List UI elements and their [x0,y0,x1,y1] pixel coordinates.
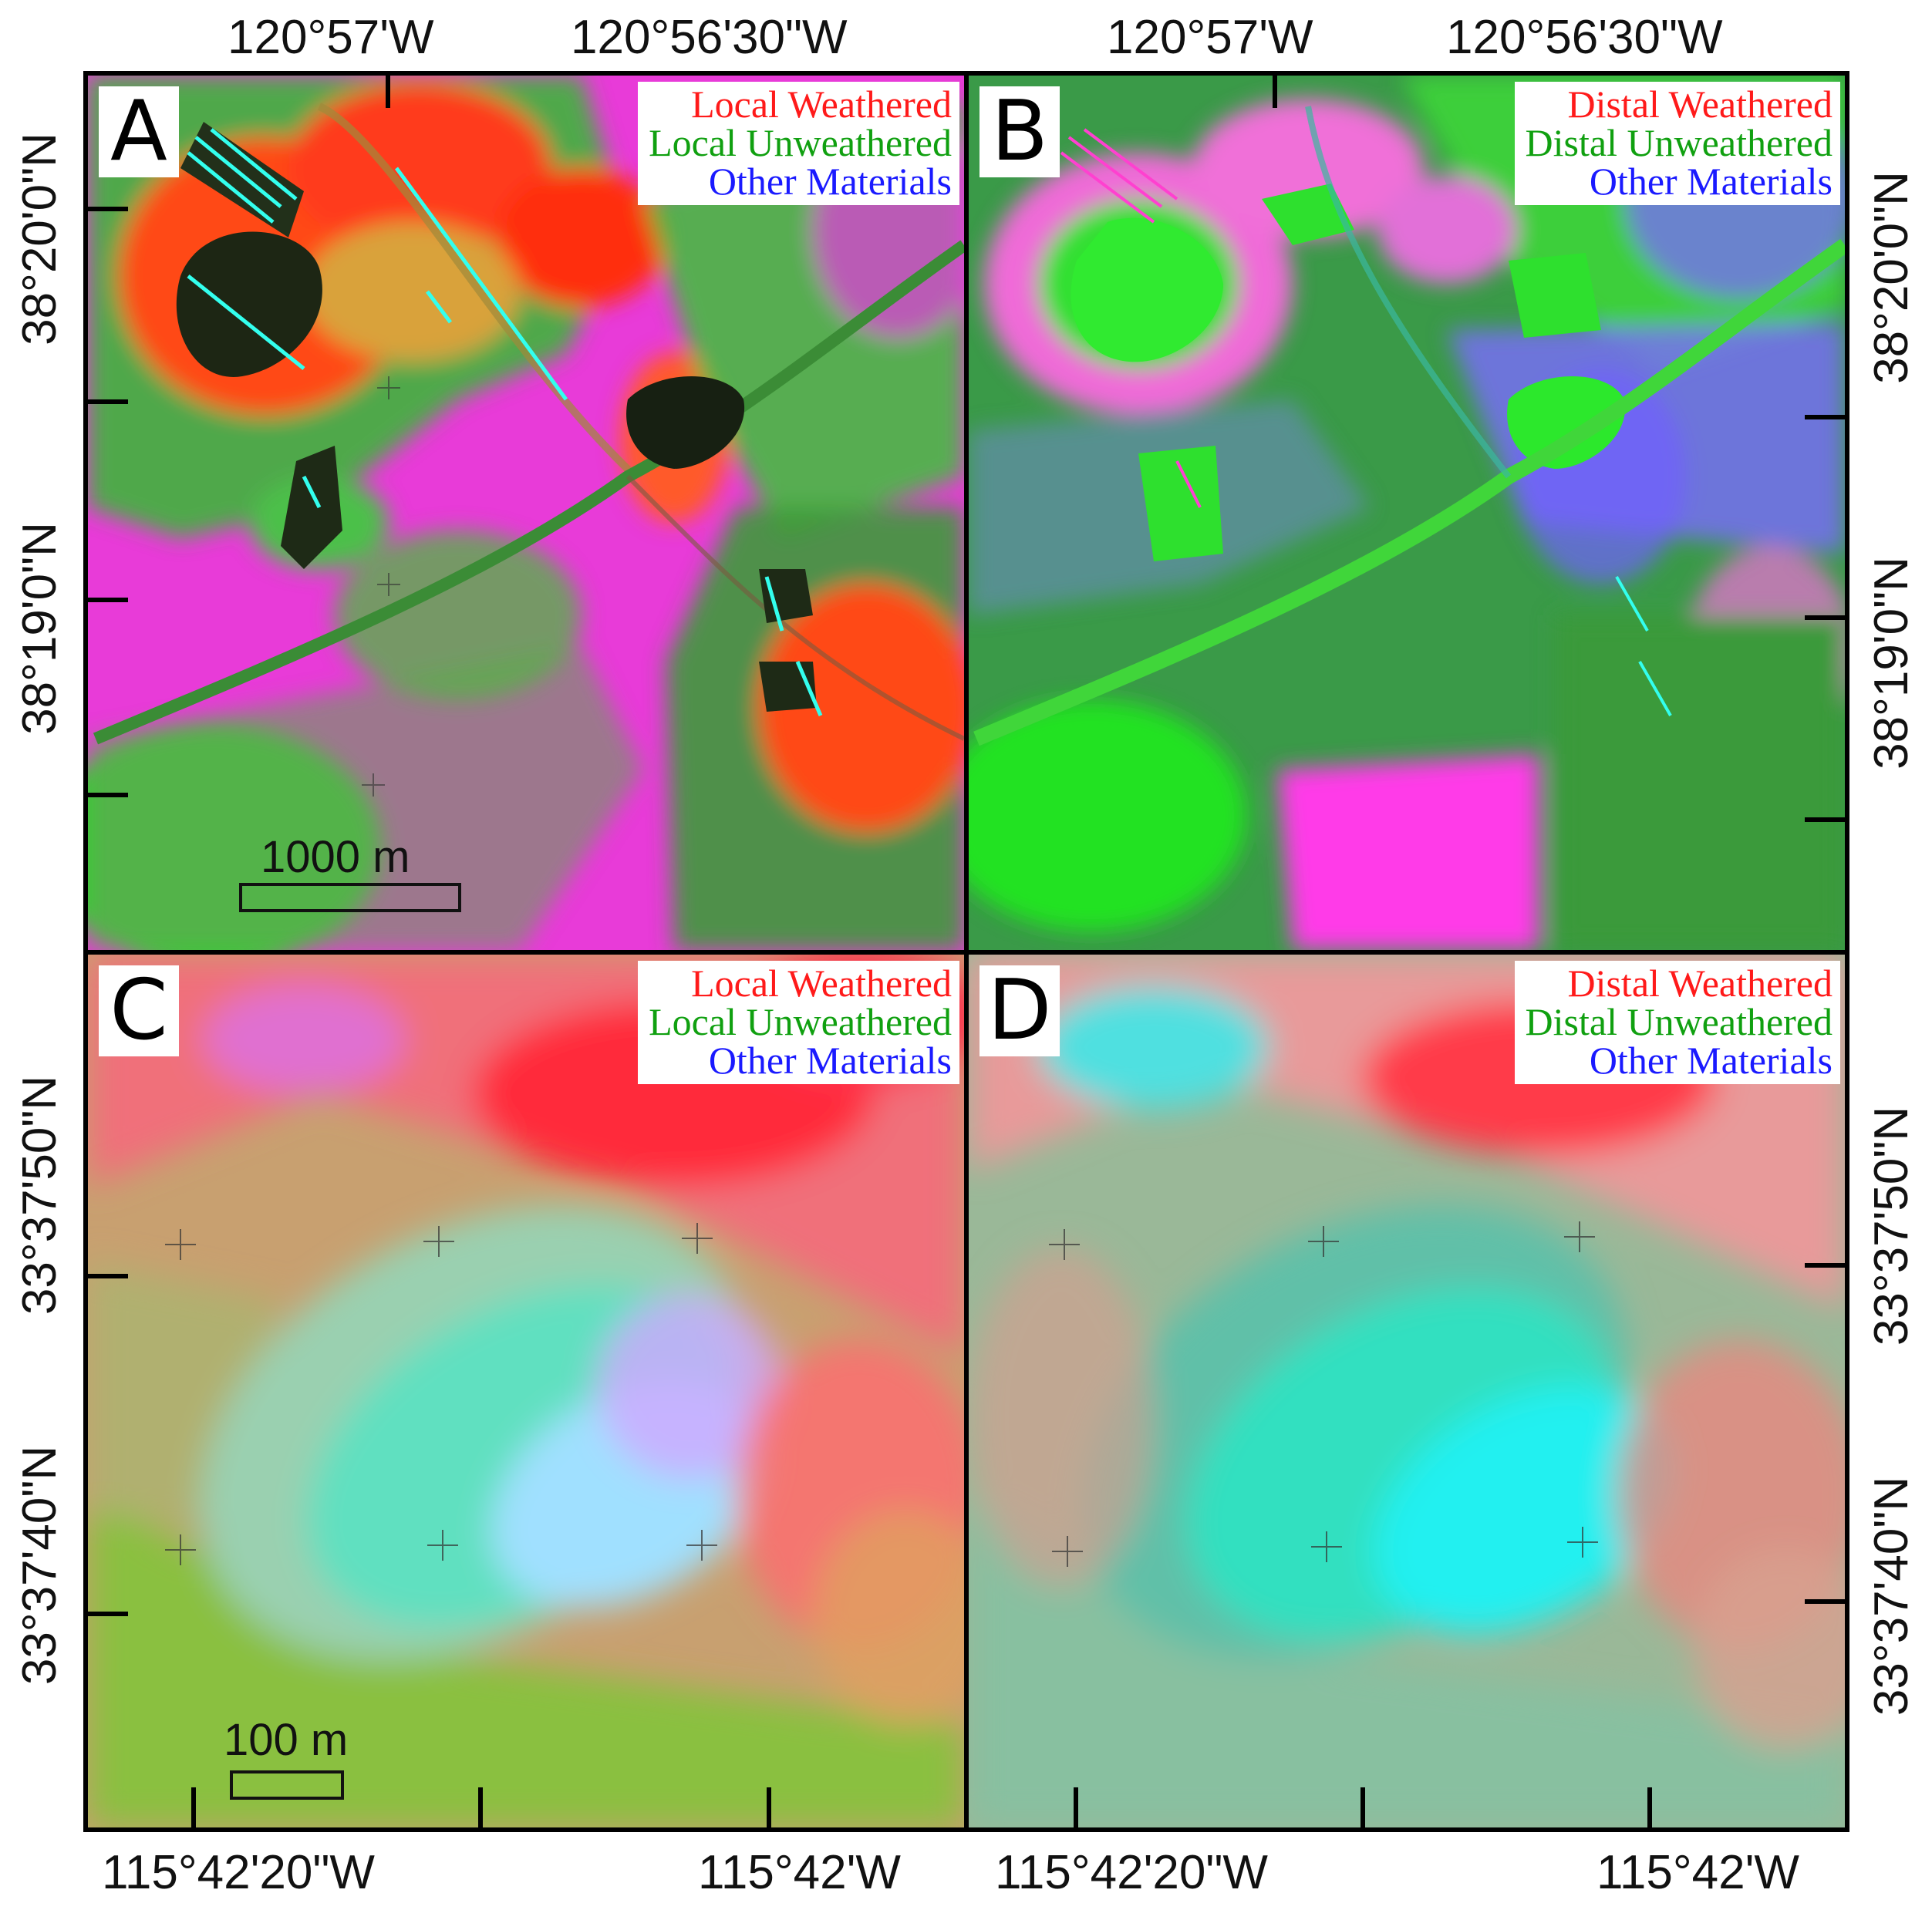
panel-c: C Local Weathered Local Unweathered Othe… [83,950,969,1832]
tick [88,598,128,602]
scale-bar-a [239,883,461,912]
tick [1074,1787,1078,1827]
lat-label-c-2: 33°37'40"N [13,1445,66,1686]
lon-label-d-1: 115°42'20"W [995,1846,1268,1899]
panel-b-letter: B [979,86,1060,177]
lon-label-d-2: 115°42'W [1597,1846,1799,1899]
tick [88,793,128,797]
lat-label-d-2: 33°37'40"N [1865,1476,1918,1716]
panel-b: B Distal Weathered Distal Unweathered Ot… [964,71,1849,955]
tick [1805,415,1845,419]
legend-a-other: Other Materials [708,160,952,203]
lon-label-c-2: 115°42'W [698,1846,901,1899]
tick [386,76,390,108]
tick [478,1787,483,1827]
legend-c-weathered: Local Weathered [691,962,952,1005]
legend-c-unweathered: Local Unweathered [649,1000,952,1043]
panel-c-letter: C [99,965,179,1056]
lon-label-a-1: 120°57'W [228,11,434,64]
panel-c-legend: Local Weathered Local Unweathered Other … [638,961,959,1084]
legend-a-unweathered: Local Unweathered [649,121,952,164]
lat-label-b-2: 38°19'0"N [1865,557,1918,770]
panel-b-legend: Distal Weathered Distal Unweathered Othe… [1514,82,1840,205]
lat-label-d-1: 33°37'50"N [1865,1106,1918,1346]
legend-d-weathered: Distal Weathered [1567,962,1833,1005]
tick [1360,1787,1365,1827]
tick [88,1612,128,1616]
panel-a-image [88,76,964,950]
tick [1805,1263,1845,1268]
lon-label-b-2: 120°56'30"W [1446,11,1723,64]
scale-bar-c [230,1770,344,1800]
legend-d-other: Other Materials [1589,1039,1833,1082]
panel-d-legend: Distal Weathered Distal Unweathered Othe… [1514,961,1840,1084]
panel-a-scalebar: 1000 m [239,835,461,912]
legend-d-unweathered: Distal Unweathered [1525,1000,1833,1043]
tick [1805,615,1845,620]
legend-b-unweathered: Distal Unweathered [1525,121,1833,164]
panel-c-scalebar: 100 m [224,1718,348,1800]
tick [1805,817,1845,822]
panel-d-letter: D [979,965,1060,1056]
tick [1273,76,1277,108]
tick [88,207,128,211]
lat-label-a-1: 38°20'0"N [13,133,66,345]
panel-a-letter: A [99,86,179,177]
panel-b-image [969,76,1845,950]
tick [88,399,128,404]
legend-a-weathered: Local Weathered [691,83,952,126]
lat-label-c-1: 33°37'50"N [13,1075,66,1315]
lat-label-b-1: 38°20'0"N [1865,171,1918,384]
lat-label-a-2: 38°19'0"N [13,522,66,735]
legend-c-other: Other Materials [708,1039,952,1082]
legend-b-other: Other Materials [1589,160,1833,203]
panel-d-image [969,955,1845,1827]
panel-a-legend: Local Weathered Local Unweathered Other … [638,82,959,205]
lon-label-a-2: 120°56'30"W [571,11,848,64]
tick [1805,1599,1845,1604]
panel-c-image [88,955,964,1827]
scale-label-a: 1000 m [261,832,410,882]
panel-d: D Distal Weathered Distal Unweathered Ot… [964,950,1849,1832]
lon-label-c-1: 115°42'20"W [102,1846,375,1899]
panel-a: A Local Weathered Local Unweathered Othe… [83,71,969,955]
tick [88,1274,128,1278]
tick [191,1787,196,1827]
lon-label-b-1: 120°57'W [1107,11,1313,64]
tick [767,1787,771,1827]
scale-label-c: 100 m [224,1715,349,1765]
legend-b-weathered: Distal Weathered [1567,83,1833,126]
tick [1647,1787,1652,1827]
